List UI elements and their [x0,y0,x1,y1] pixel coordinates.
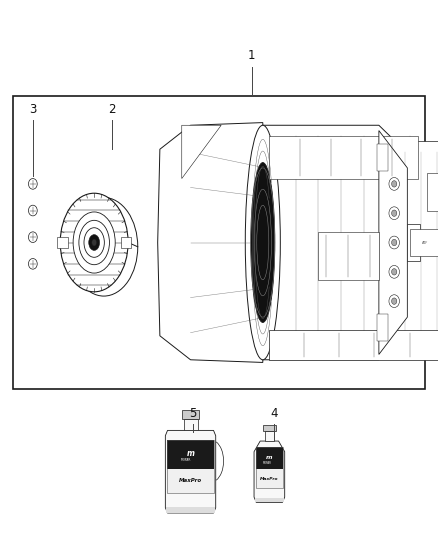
Circle shape [392,181,397,187]
Bar [166,506,215,513]
Text: 2: 2 [108,103,116,116]
Ellipse shape [89,235,99,251]
Circle shape [392,239,397,246]
Bar [167,469,214,493]
Bar [377,144,388,171]
Bar [377,314,388,341]
Polygon shape [158,123,263,362]
Bar [167,440,214,469]
Ellipse shape [84,228,104,257]
Bar [256,447,283,469]
Bar [256,447,283,488]
Text: 5: 5 [189,407,196,419]
Text: ATF: ATF [422,240,428,245]
Bar [410,229,438,256]
Polygon shape [254,441,285,502]
Bar [120,237,131,248]
Bar [396,141,438,344]
Circle shape [392,298,397,304]
Bar [269,136,418,179]
Bar [265,432,274,441]
Text: 3: 3 [29,103,36,116]
Bar [427,173,438,211]
Text: 4: 4 [270,407,278,419]
Bar [407,224,420,261]
Circle shape [28,259,37,269]
Polygon shape [379,131,407,354]
Circle shape [389,177,399,190]
Polygon shape [263,125,410,360]
Bar [13,96,425,389]
Circle shape [389,295,399,308]
Text: 1: 1 [248,50,256,62]
Ellipse shape [245,125,280,360]
Bar [57,237,67,248]
Ellipse shape [92,239,96,246]
Bar [182,410,199,419]
Circle shape [389,207,399,220]
Circle shape [392,210,397,216]
Circle shape [28,232,37,243]
Text: MaxPro: MaxPro [179,478,202,483]
Bar [255,498,284,502]
Polygon shape [182,125,221,179]
Ellipse shape [60,193,128,292]
Bar [269,330,438,360]
Text: MOPAR: MOPAR [181,458,191,462]
Text: MaxPro: MaxPro [260,477,279,481]
Polygon shape [166,431,215,513]
Circle shape [392,269,397,275]
Ellipse shape [73,212,115,273]
Circle shape [389,236,399,249]
Ellipse shape [251,163,275,322]
Text: m: m [266,455,272,460]
Circle shape [389,265,399,278]
Bar [318,232,379,280]
Bar [263,424,276,432]
Bar [256,469,283,488]
Text: m: m [187,449,194,457]
Bar [167,440,214,493]
Ellipse shape [79,220,110,265]
Text: MOPAR: MOPAR [263,461,272,465]
Bar [184,419,198,431]
Circle shape [28,179,37,189]
Circle shape [28,205,37,216]
